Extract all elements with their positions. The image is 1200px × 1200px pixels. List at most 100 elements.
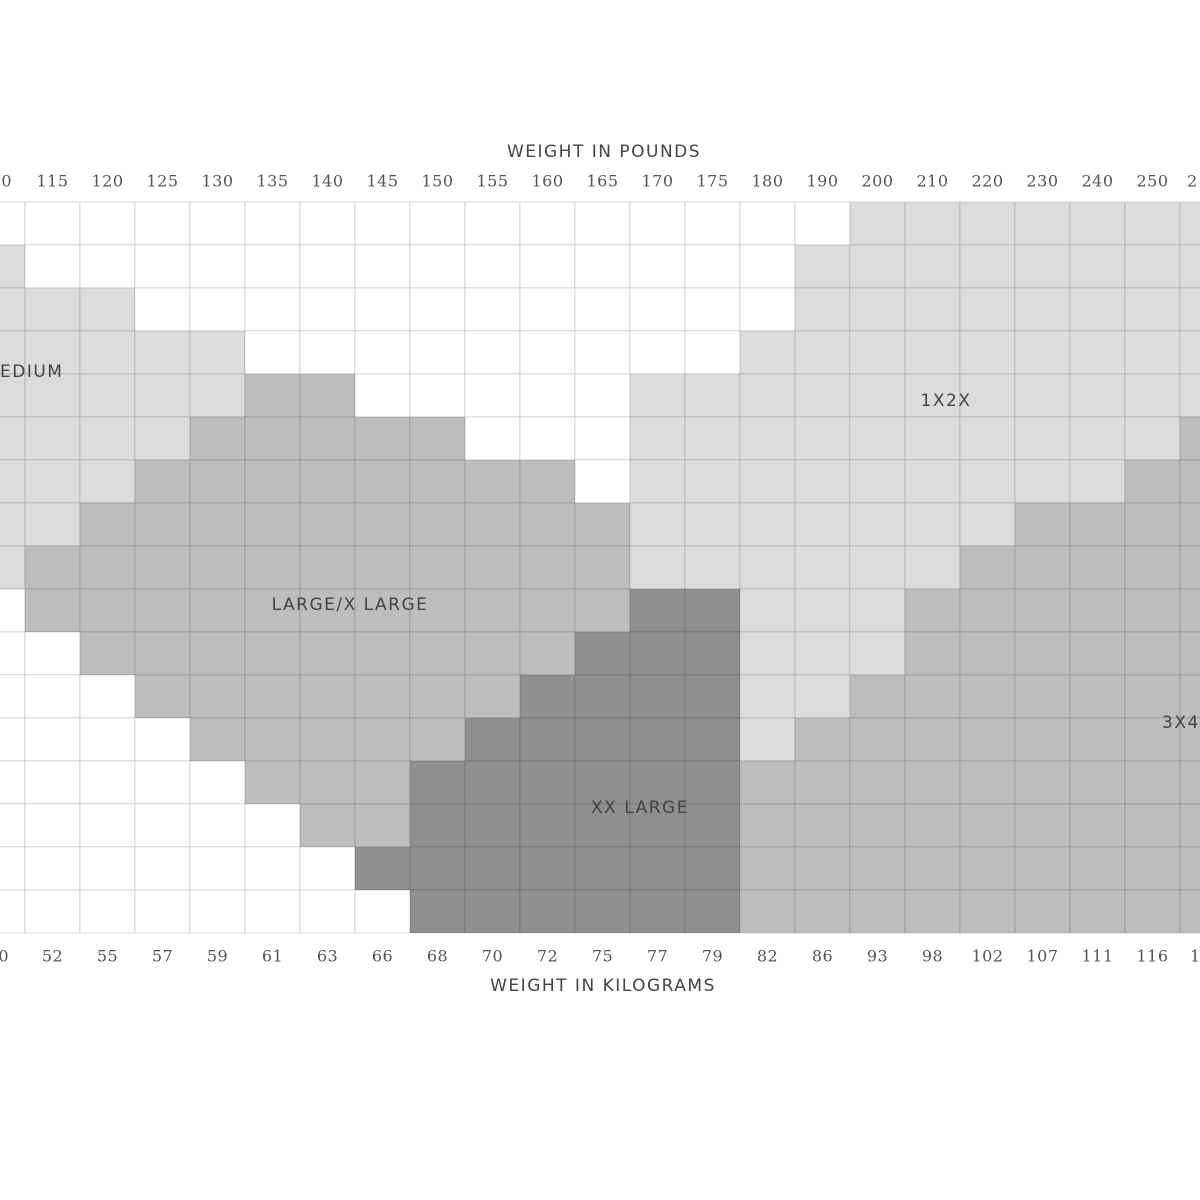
size-cell — [739, 588, 796, 633]
size-cell — [24, 502, 81, 547]
size-cell — [794, 717, 851, 762]
size-cell — [1124, 502, 1181, 547]
size-cell — [1069, 631, 1126, 676]
size-cell — [684, 846, 741, 891]
size-cell — [0, 201, 26, 246]
size-cell — [629, 459, 686, 504]
size-cell — [299, 459, 356, 504]
size-cell — [189, 846, 246, 891]
size-cell — [1014, 674, 1071, 719]
size-cell — [739, 330, 796, 375]
kilogram-label: 111 — [1081, 947, 1113, 966]
size-cell — [1179, 287, 1200, 332]
size-cell — [629, 631, 686, 676]
size-cell — [849, 330, 906, 375]
size-cell — [464, 373, 521, 418]
size-cell — [574, 502, 631, 547]
size-cell — [959, 545, 1016, 590]
size-cell — [464, 674, 521, 719]
size-cell — [904, 330, 961, 375]
size-cell — [409, 717, 466, 762]
size-cell — [1124, 588, 1181, 633]
size-cell — [519, 717, 576, 762]
size-cell — [1179, 201, 1200, 246]
pound-label: 115 — [36, 172, 68, 191]
kilogram-label: 93 — [867, 947, 888, 966]
size-cell — [1069, 459, 1126, 504]
size-cell — [959, 717, 1016, 762]
size-cell — [794, 459, 851, 504]
size-cell — [1124, 846, 1181, 891]
size-cell — [24, 846, 81, 891]
size-cell — [849, 803, 906, 848]
size-cell — [354, 287, 411, 332]
size-cell — [684, 287, 741, 332]
size-cell — [354, 760, 411, 805]
size-cell — [794, 416, 851, 461]
size-cell — [189, 244, 246, 289]
size-cell — [189, 631, 246, 676]
size-cell — [1069, 201, 1126, 246]
size-cell — [189, 373, 246, 418]
size-cell — [1069, 502, 1126, 547]
pound-label: 150 — [421, 172, 453, 191]
size-cell — [629, 502, 686, 547]
size-cell — [849, 459, 906, 504]
size-cell — [574, 717, 631, 762]
size-cell — [299, 330, 356, 375]
size-cell — [959, 287, 1016, 332]
size-cell — [1069, 803, 1126, 848]
size-cell — [24, 201, 81, 246]
size-cell — [189, 416, 246, 461]
size-cell — [189, 545, 246, 590]
size-cell — [684, 803, 741, 848]
size-cell — [794, 502, 851, 547]
pound-label: 125 — [146, 172, 178, 191]
size-cell — [1014, 244, 1071, 289]
size-cell — [24, 244, 81, 289]
pound-label: 200 — [861, 172, 893, 191]
size-cell — [904, 244, 961, 289]
size-cell — [1179, 416, 1200, 461]
size-cell — [354, 373, 411, 418]
size-cell — [519, 330, 576, 375]
kilogram-label: 70 — [482, 947, 503, 966]
size-cell — [849, 373, 906, 418]
size-cell — [1179, 803, 1200, 848]
size-cell — [684, 545, 741, 590]
size-cell — [519, 674, 576, 719]
size-cell — [244, 803, 301, 848]
size-cell — [1179, 717, 1200, 762]
size-cell — [409, 588, 466, 633]
size-cell — [0, 674, 26, 719]
size-cell — [684, 588, 741, 633]
size-cell — [0, 631, 26, 676]
size-cell — [0, 760, 26, 805]
size-cell — [354, 803, 411, 848]
size-cell — [959, 330, 1016, 375]
size-cell — [684, 631, 741, 676]
size-cell — [134, 502, 191, 547]
size-cell — [134, 631, 191, 676]
size-cell — [684, 502, 741, 547]
size-cell — [0, 846, 26, 891]
size-cell — [299, 287, 356, 332]
size-cell — [134, 459, 191, 504]
size-cell — [574, 803, 631, 848]
pound-label: 130 — [201, 172, 233, 191]
size-cell — [79, 717, 136, 762]
size-cell — [574, 846, 631, 891]
size-cell — [244, 330, 301, 375]
size-cell — [849, 889, 906, 934]
size-cell — [409, 846, 466, 891]
size-cell — [794, 373, 851, 418]
kilogram-label: 79 — [702, 947, 723, 966]
size-cell — [134, 588, 191, 633]
kilogram-label: 68 — [427, 947, 448, 966]
size-cell — [574, 330, 631, 375]
size-cell — [519, 545, 576, 590]
size-cell — [849, 717, 906, 762]
size-cell — [299, 201, 356, 246]
size-cell — [244, 287, 301, 332]
size-cell — [1069, 545, 1126, 590]
